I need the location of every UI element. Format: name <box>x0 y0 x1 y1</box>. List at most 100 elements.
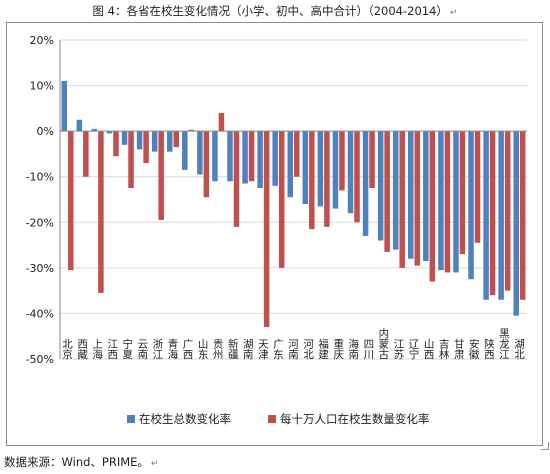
bar-per-capita <box>384 131 390 252</box>
bar-per-capita <box>278 131 285 268</box>
x-tick-label: 西藏 <box>77 339 88 362</box>
x-tick-label: 湖北 <box>514 339 525 362</box>
bar-per-capita <box>339 131 345 191</box>
paragraph-mark-icon: ↵ <box>150 459 159 469</box>
bar-total <box>76 119 83 132</box>
bar-per-capita <box>218 112 225 132</box>
bar-per-capita <box>414 131 421 266</box>
y-tick-label: -50% <box>26 353 54 366</box>
bar-total <box>61 81 68 132</box>
bar-per-capita <box>369 131 375 189</box>
x-tick-label: 浙江 <box>153 339 164 362</box>
bar-total <box>166 131 173 152</box>
bar-per-capita <box>459 131 466 255</box>
bar-total <box>257 131 263 189</box>
bar-per-capita <box>143 131 149 164</box>
x-tick-label: 海南 <box>349 338 360 362</box>
chart-title: 图 4：各省在校生变化情况（小学、初中、高中合计）（2004-2014） ↵ <box>0 3 550 19</box>
bar-total <box>227 131 233 182</box>
bar-per-capita <box>203 131 210 198</box>
bar-total <box>408 131 414 259</box>
y-tick-label: -30% <box>26 262 54 275</box>
bar-total <box>468 131 474 280</box>
x-tick-label: 吉林 <box>439 339 450 362</box>
x-tick-label: 贵州 <box>213 338 224 362</box>
bar-total <box>453 131 459 273</box>
bar-total <box>483 131 489 300</box>
bar-total <box>332 131 339 209</box>
bar-per-capita <box>188 129 195 132</box>
y-tick-label: -20% <box>26 216 54 229</box>
x-tick-label: 山东 <box>198 339 209 362</box>
legend-label: 在校生总数变化率 <box>139 412 231 426</box>
x-tick-label: 陕西 <box>484 338 495 362</box>
x-tick-label: 甘肃 <box>454 338 465 362</box>
y-tick-label: -10% <box>26 171 54 184</box>
bar-per-capita <box>354 131 360 223</box>
legend-swatch <box>127 415 135 423</box>
bar-total <box>347 131 354 214</box>
bar-per-capita <box>263 131 270 328</box>
x-tick-label: 辽宁 <box>409 339 420 362</box>
x-tick-label: 四川 <box>364 339 375 362</box>
bar-total <box>362 131 369 236</box>
bar-per-capita <box>113 131 119 157</box>
bar-total <box>377 131 384 241</box>
x-tick-label: 广西 <box>183 339 194 362</box>
bar-total <box>513 131 519 316</box>
bar-per-capita <box>158 131 164 221</box>
bar-per-capita <box>83 131 89 177</box>
x-tick-label: 云南 <box>138 339 149 362</box>
legend-swatch <box>268 415 276 423</box>
y-tick-label: 0% <box>37 125 54 138</box>
bar-per-capita <box>429 131 436 282</box>
bar-per-capita <box>173 131 179 148</box>
bar-total <box>287 131 293 198</box>
x-tick-label: 安徽 <box>469 338 480 362</box>
bar-total <box>317 131 324 207</box>
chart-frame <box>6 22 543 446</box>
bar-per-capita <box>98 131 104 293</box>
bar-per-capita <box>474 131 481 243</box>
x-tick-label: 河南 <box>288 339 299 362</box>
y-tick-label: 10% <box>30 80 54 93</box>
x-tick-label: 上海 <box>92 339 103 362</box>
bar-per-capita <box>444 131 451 273</box>
x-tick-label: 新疆 <box>228 338 239 362</box>
bar-total <box>438 131 444 271</box>
y-tick-label: 20% <box>30 34 54 47</box>
bar-per-capita <box>399 131 405 268</box>
x-tick-label: 宁夏 <box>123 338 134 362</box>
bar-per-capita <box>504 131 511 291</box>
bar-total <box>91 128 98 132</box>
data-source-note: 数据来源：Wind、PRIME。 ↵ <box>4 454 158 470</box>
bar-total <box>121 131 128 145</box>
x-tick-label: 内蒙古 <box>379 327 390 361</box>
x-tick-label: 黑龙江 <box>499 328 510 361</box>
bar-per-capita <box>248 131 255 182</box>
bar-per-capita <box>519 131 526 300</box>
data-source-text: 数据来源：Wind、PRIME。 <box>4 455 149 469</box>
bar-total <box>498 131 504 300</box>
bar-per-capita <box>128 131 134 189</box>
x-tick-label: 江西 <box>107 339 118 362</box>
x-tick-label: 天津 <box>258 339 269 362</box>
bar-per-capita <box>489 131 496 296</box>
bar-per-capita <box>233 131 240 227</box>
bar-total <box>392 131 399 250</box>
bar-total <box>197 131 203 175</box>
x-tick-label: 江苏 <box>394 339 405 362</box>
bar-per-capita <box>294 131 300 177</box>
bar-total <box>136 131 143 150</box>
bar-total <box>106 131 113 134</box>
chart-title-text: 图 4：各省在校生变化情况（小学、初中、高中合计）（2004-2014） <box>92 4 448 18</box>
x-tick-label: 广东 <box>273 339 284 362</box>
x-tick-label: 重庆 <box>333 338 344 362</box>
bar-total <box>302 131 309 205</box>
x-tick-label: 北京 <box>62 339 73 362</box>
bar-total <box>272 131 278 186</box>
x-tick-label: 福建 <box>318 338 329 362</box>
paragraph-mark-icon: ↵ <box>449 8 458 18</box>
bar-per-capita <box>324 131 330 227</box>
